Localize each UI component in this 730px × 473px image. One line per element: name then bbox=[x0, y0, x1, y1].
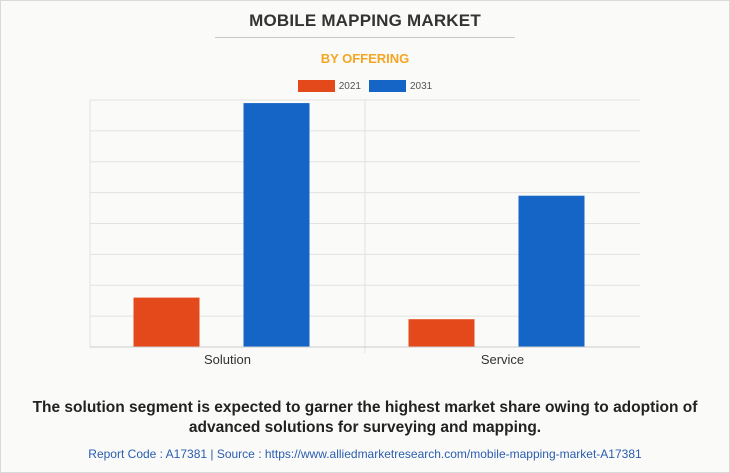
legend-swatch-2031 bbox=[369, 80, 406, 92]
legend-item-2031[interactable]: 2031 bbox=[369, 80, 432, 92]
bar-2031-service bbox=[518, 195, 585, 347]
chart-subtitle: BY OFFERING bbox=[320, 51, 410, 66]
legend-item-2021[interactable]: 2021 bbox=[297, 80, 361, 92]
report-source-footer[interactable]: Report Code : A17381 | Source : https://… bbox=[88, 447, 642, 461]
legend-swatch-2021 bbox=[297, 80, 335, 92]
x-tick-label-solution: Solution bbox=[204, 352, 251, 367]
legend-label-2031: 2031 bbox=[410, 80, 433, 92]
x-tick-label-service: Service bbox=[481, 352, 524, 367]
bar-2021-solution bbox=[133, 297, 200, 347]
chart-legend: 2021 2031 bbox=[0, 80, 730, 92]
chart-title: MOBILE MAPPING MARKET bbox=[249, 11, 481, 30]
bar-2031-solution bbox=[243, 103, 310, 348]
bar-chart: Solution Service bbox=[89, 99, 640, 367]
title-divider bbox=[215, 37, 515, 38]
chart-caption: The solution segment is expected to garn… bbox=[32, 399, 698, 436]
bar-2021-service bbox=[408, 319, 475, 347]
legend-label-2021: 2021 bbox=[338, 80, 361, 92]
